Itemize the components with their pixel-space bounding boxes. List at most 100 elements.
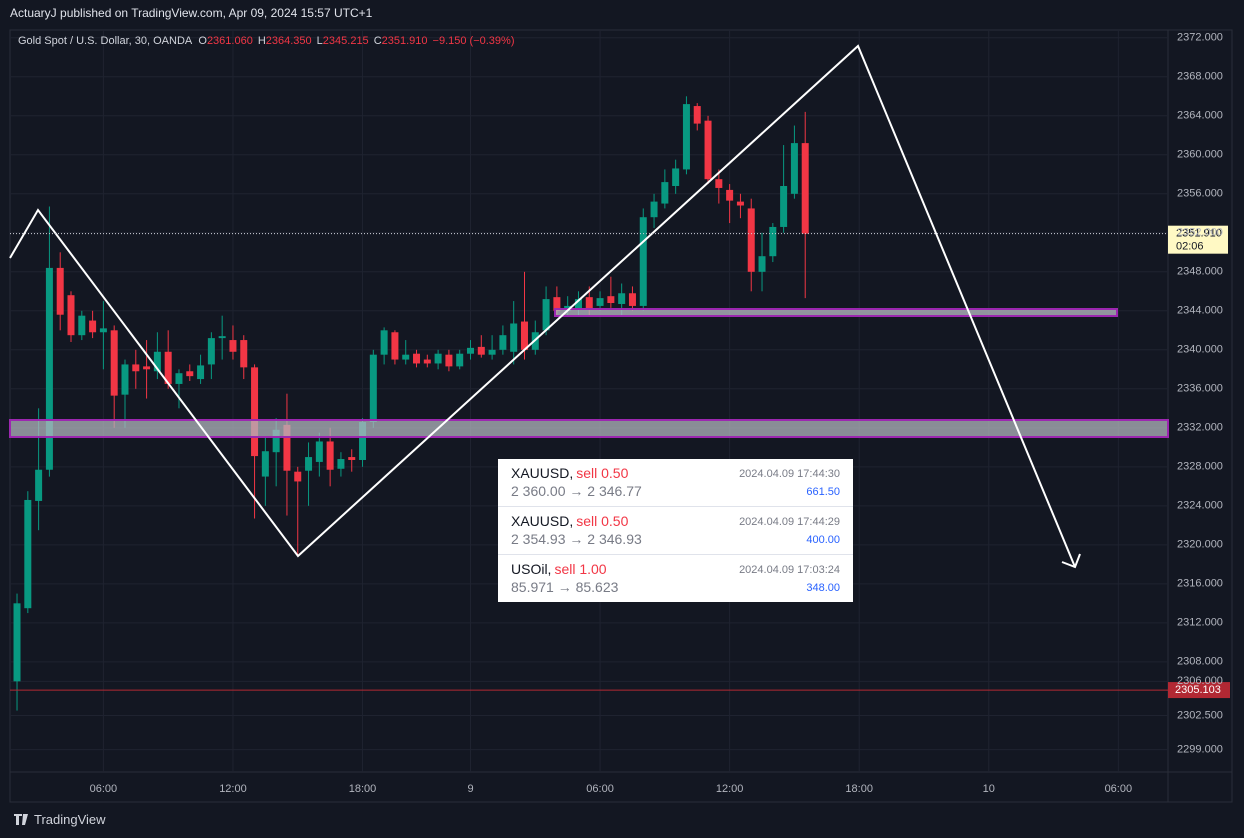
publisher: ActuaryJ published on TradingView.com, A… bbox=[10, 6, 373, 20]
candle-body bbox=[607, 296, 615, 304]
y-tick-label: 2336.000 bbox=[1177, 383, 1223, 395]
candle-body bbox=[240, 340, 248, 368]
candle-body bbox=[35, 469, 43, 501]
candle-body bbox=[704, 120, 712, 180]
candle-body bbox=[423, 359, 431, 364]
logo bbox=[14, 814, 28, 825]
action: sell 1.00 bbox=[554, 561, 607, 577]
candle-body bbox=[207, 338, 215, 365]
price-line-box bbox=[1168, 682, 1230, 699]
footer: TradingView bbox=[34, 812, 106, 827]
candle-body bbox=[596, 298, 604, 306]
prices: 85.971 → 85.623 bbox=[511, 579, 619, 595]
candle-body bbox=[56, 267, 64, 315]
action: sell 0.50 bbox=[576, 465, 629, 481]
trade: XAUUSD, sell 0.50 2 354.93 → 2 346.93 2024.… bbox=[498, 507, 853, 555]
value: 2364.350 bbox=[265, 35, 312, 47]
label: O bbox=[198, 35, 207, 47]
candle-body bbox=[315, 441, 323, 462]
trade: USOil, sell 1.00 85.971 → 85.623 2024.04.09… bbox=[498, 555, 853, 602]
y-tick-label: 2356.000 bbox=[1177, 188, 1223, 200]
candle-body bbox=[780, 186, 788, 227]
last-price-label: 2351.910 bbox=[1176, 228, 1222, 240]
price-line-label: 2305.103 bbox=[1175, 684, 1221, 696]
profit: 661.50 bbox=[806, 486, 840, 498]
y-tick-label: 2352.000 bbox=[1177, 227, 1223, 239]
candle-body bbox=[445, 354, 453, 367]
last-price-box bbox=[1168, 225, 1228, 254]
label: L bbox=[316, 35, 323, 47]
candle-body bbox=[305, 457, 313, 471]
x-tick-label: 06:00 bbox=[586, 783, 614, 795]
candle-body bbox=[413, 353, 421, 364]
candle-body bbox=[585, 297, 593, 309]
y-tick-label: 2306.000 bbox=[1177, 675, 1223, 687]
candle-body bbox=[553, 297, 561, 311]
candle-body bbox=[574, 299, 582, 309]
value: 2351.910 bbox=[381, 35, 428, 47]
prices: 2 354.93 → 2 346.93 bbox=[511, 531, 642, 547]
zone bbox=[554, 308, 1118, 317]
candle-body bbox=[164, 351, 172, 384]
candle-body bbox=[369, 354, 377, 422]
candle-body bbox=[197, 365, 205, 380]
candle-body bbox=[477, 346, 485, 355]
candle-body bbox=[499, 335, 507, 350]
candle-body bbox=[24, 499, 32, 609]
candle-body bbox=[639, 217, 647, 306]
candle-body bbox=[45, 267, 53, 470]
y-tick-label: 2344.000 bbox=[1177, 305, 1223, 317]
candle-body bbox=[99, 328, 107, 333]
change: −9.150 (−0.39%) bbox=[432, 35, 515, 47]
candle-body bbox=[175, 373, 183, 384]
countdown: 02:06 bbox=[1176, 241, 1204, 253]
candle-body bbox=[520, 321, 528, 350]
candle-body bbox=[510, 323, 518, 352]
trade-list: XAUUSD, sell 0.50 2 360.00 → 2 346.77 2024.… bbox=[498, 459, 853, 602]
candle-body bbox=[261, 451, 269, 477]
candle-body bbox=[251, 367, 259, 457]
candle-body bbox=[672, 168, 680, 187]
prices: 2 360.00 → 2 346.77 bbox=[511, 483, 642, 499]
y-tick-label: 2320.000 bbox=[1177, 539, 1223, 551]
candle-body bbox=[391, 332, 399, 360]
x-tick-label: 9 bbox=[467, 783, 473, 795]
candle-body bbox=[143, 366, 151, 370]
candle-body bbox=[758, 256, 766, 272]
y-tick-label: 2348.000 bbox=[1177, 266, 1223, 278]
y-tick-label: 2299.000 bbox=[1177, 743, 1223, 755]
x-tick-label: 06:00 bbox=[1105, 783, 1133, 795]
projection-path bbox=[9, 44, 1076, 568]
candle-body bbox=[488, 349, 496, 355]
symbol: XAUUSD, sell 0.50 bbox=[511, 465, 629, 481]
time: 2024.04.09 17:44:30 bbox=[739, 468, 840, 480]
time: 2024.04.09 17:03:24 bbox=[739, 564, 840, 576]
action: sell 0.50 bbox=[576, 513, 629, 529]
candle-body bbox=[715, 179, 723, 188]
candle-body bbox=[726, 189, 734, 201]
y-tick-label: 2328.000 bbox=[1177, 461, 1223, 473]
symbol: USOil, sell 1.00 bbox=[511, 561, 607, 577]
candle-body bbox=[769, 226, 777, 257]
candle-body bbox=[13, 603, 21, 682]
y-tick-label: 2316.000 bbox=[1177, 578, 1223, 590]
x-tick-label: 18:00 bbox=[845, 783, 873, 795]
candle-body bbox=[359, 421, 367, 460]
candle-body bbox=[542, 299, 550, 331]
trade: XAUUSD, sell 0.50 2 360.00 → 2 346.77 2024.… bbox=[498, 459, 853, 507]
legend: Gold Spot / U.S. Dollar, 30, OANDA O2361… bbox=[18, 35, 519, 47]
candle-body bbox=[456, 353, 464, 367]
candle-body bbox=[801, 143, 809, 234]
candle-body bbox=[326, 441, 334, 470]
candle-body bbox=[78, 315, 86, 336]
x-tick-label: 12:00 bbox=[219, 783, 247, 795]
y-tick-label: 2312.000 bbox=[1177, 617, 1223, 629]
candle-body bbox=[294, 471, 302, 482]
value: 2345.215 bbox=[322, 35, 369, 47]
frame bbox=[9, 29, 1233, 803]
y-tick-label: 2340.000 bbox=[1177, 344, 1223, 356]
candle-body bbox=[618, 293, 626, 304]
candle-body bbox=[110, 330, 118, 396]
